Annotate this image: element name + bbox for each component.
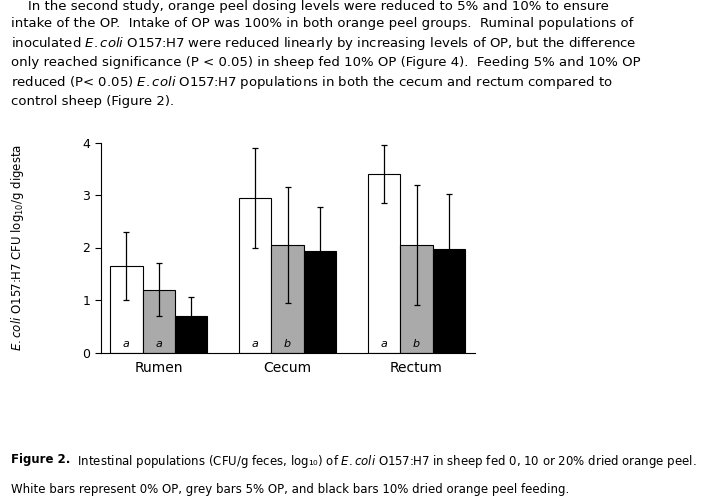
Text: In the second study, orange peel dosing levels were reduced to 5% and 10% to ens: In the second study, orange peel dosing … bbox=[11, 0, 641, 108]
Text: a: a bbox=[123, 340, 130, 349]
Bar bbox=[239, 198, 272, 352]
Bar bbox=[433, 249, 465, 352]
Text: Figure 2.: Figure 2. bbox=[11, 452, 70, 466]
Bar bbox=[142, 290, 175, 352]
Bar bbox=[400, 245, 433, 352]
Bar bbox=[368, 174, 400, 352]
Bar bbox=[303, 251, 336, 352]
Bar bbox=[272, 245, 303, 352]
Text: b: b bbox=[284, 340, 291, 349]
Text: b: b bbox=[445, 340, 452, 349]
Text: b: b bbox=[316, 340, 324, 349]
Bar bbox=[110, 266, 142, 352]
Text: b: b bbox=[188, 340, 194, 349]
Text: a: a bbox=[155, 340, 162, 349]
Text: Intestinal populations (CFU/g feces, log₁₀) of $\it{E. coli}$ O157:H7 in sheep f: Intestinal populations (CFU/g feces, log… bbox=[70, 452, 697, 469]
Bar bbox=[175, 316, 207, 352]
Text: a: a bbox=[381, 340, 388, 349]
Text: b: b bbox=[413, 340, 420, 349]
Text: a: a bbox=[252, 340, 259, 349]
Text: $\it{E. coli}$ O157:H7 CFU log$_{10}$/g digesta: $\it{E. coli}$ O157:H7 CFU log$_{10}$/g … bbox=[9, 144, 27, 351]
Text: White bars represent 0% OP, grey bars 5% OP, and black bars 10% dried orange pee: White bars represent 0% OP, grey bars 5%… bbox=[11, 482, 569, 496]
